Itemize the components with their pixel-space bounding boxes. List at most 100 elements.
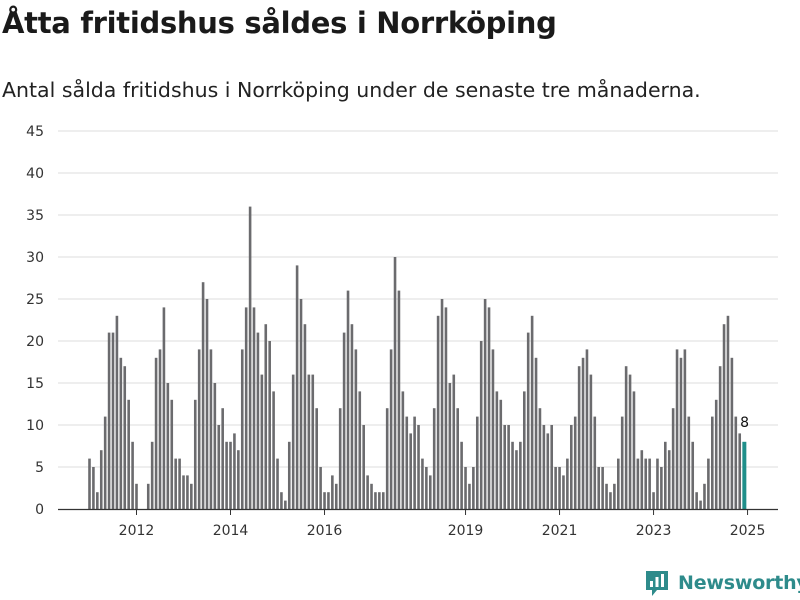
bar [186, 475, 189, 509]
bar [162, 307, 166, 509]
bar [640, 450, 644, 509]
bars [88, 206, 747, 509]
bar [264, 324, 268, 509]
y-tick-label: 25 [26, 292, 44, 308]
bar [123, 366, 127, 509]
bar [96, 492, 99, 509]
bar-highlight [742, 441, 747, 509]
bar [350, 324, 354, 509]
bar [444, 307, 448, 509]
bar [334, 483, 338, 509]
bar [111, 332, 115, 509]
bar [178, 458, 181, 509]
y-tick-label: 35 [26, 208, 44, 224]
bar [656, 458, 659, 509]
bar [221, 408, 224, 509]
bar [738, 433, 742, 509]
bar [522, 391, 526, 509]
bar [581, 357, 585, 509]
bar [464, 467, 467, 509]
bar [691, 441, 695, 509]
y-tick-label: 10 [26, 418, 44, 434]
bar [495, 391, 499, 509]
bar [346, 290, 350, 509]
bar [307, 374, 311, 509]
bar [331, 475, 334, 509]
bar [366, 475, 369, 509]
bar [597, 467, 601, 509]
bar [393, 257, 397, 509]
bar [546, 433, 550, 509]
bar [707, 458, 710, 509]
bar [389, 349, 393, 509]
x-tick-label: 2023 [636, 523, 672, 539]
x-axis: 2012 2014 2016 2019 2021 2023 2025 [58, 508, 778, 539]
x-tick-label: 2021 [542, 523, 578, 539]
bar [280, 492, 283, 509]
bar [440, 299, 444, 509]
bar [378, 492, 381, 509]
bar [252, 307, 256, 509]
bar [542, 425, 546, 509]
bar [287, 441, 291, 509]
bar [519, 441, 522, 509]
x-tick-label: 2012 [119, 523, 155, 539]
bar [409, 433, 412, 509]
bar [652, 492, 655, 509]
newsworthy-chart-bubble-icon [646, 571, 668, 596]
bar [648, 458, 651, 509]
bar [315, 408, 318, 509]
bar [131, 441, 134, 509]
bar [503, 425, 506, 509]
bar [558, 467, 561, 509]
bar [425, 467, 428, 509]
bar [225, 441, 228, 509]
bar [613, 483, 616, 509]
bar [358, 391, 362, 509]
bar [695, 492, 698, 509]
y-tick-label: 20 [26, 334, 44, 350]
bar [385, 408, 389, 509]
bar [244, 307, 248, 509]
bar [562, 475, 565, 509]
bar [428, 475, 432, 509]
x-tick-label: 2016 [307, 523, 343, 539]
x-tick-label: 2025 [730, 523, 766, 539]
bar [636, 458, 640, 509]
bar [664, 441, 667, 509]
bar [475, 416, 479, 509]
bar [295, 265, 299, 509]
bar [671, 408, 675, 509]
x-tick-label: 2014 [213, 523, 249, 539]
bar [699, 500, 702, 509]
bar [711, 416, 714, 509]
bar [472, 467, 475, 509]
bar [197, 349, 201, 509]
bar [687, 416, 691, 509]
bar [338, 408, 342, 509]
bar [452, 374, 456, 509]
bar [205, 299, 209, 509]
bar [526, 332, 530, 509]
bar [150, 441, 154, 509]
chart-subtitle: Antal sålda fritidshus i Norrköping unde… [2, 78, 701, 102]
bar [158, 349, 162, 509]
bar [538, 408, 542, 509]
bar [146, 483, 150, 509]
bar [628, 374, 632, 509]
bar [233, 433, 236, 509]
bar [530, 315, 534, 509]
bar [327, 492, 330, 509]
bar [432, 408, 436, 509]
x-tick-label: 2019 [448, 523, 484, 539]
last-bar-data-label: 8 [740, 415, 749, 431]
bar [683, 349, 687, 509]
newsworthy-logo[interactable]: Newsworthy [644, 568, 800, 598]
bar [413, 416, 416, 509]
bar [92, 467, 95, 509]
y-tick-label: 45 [26, 124, 44, 140]
bar [436, 315, 440, 509]
bar [260, 374, 264, 509]
bar [323, 492, 326, 509]
bar [609, 492, 612, 509]
